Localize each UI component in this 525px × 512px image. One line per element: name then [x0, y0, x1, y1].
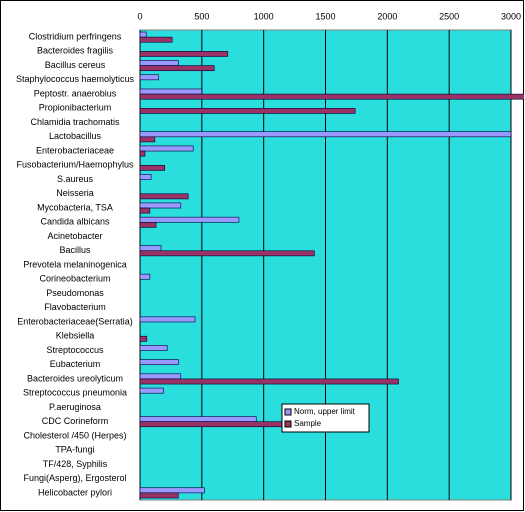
- bar: [139, 150, 146, 157]
- bar: [139, 74, 159, 81]
- bar: [139, 165, 166, 171]
- y-tick-label: Enterobacteriaceae: [36, 145, 114, 155]
- legend-box: [281, 403, 370, 433]
- legend-swatch: [284, 420, 292, 428]
- y-tick-label: TPA-fungi: [55, 445, 94, 455]
- x-tick-label: 2500: [439, 11, 459, 21]
- bar: [139, 88, 203, 95]
- bar: [139, 316, 196, 323]
- y-tick-label: Prevotela melaninogenica: [23, 259, 127, 269]
- y-tick-label: Peptostr. anaerobius: [34, 88, 117, 98]
- y-tick-label: Enterobacteriaceae(Serratia): [17, 316, 133, 326]
- y-tick-label: Helicobacter pylori: [38, 487, 112, 497]
- y-tick-label: Klebsiella: [56, 331, 95, 341]
- bar: [139, 345, 168, 351]
- bar: [139, 250, 315, 257]
- y-tick-label: Lactobacillus: [49, 131, 102, 141]
- y-tick-label: Staphylococcus haemolyticus: [16, 74, 135, 84]
- bar: [139, 487, 205, 494]
- y-tick-label: Bacteroides fragilis: [37, 46, 114, 56]
- bar: [139, 335, 148, 342]
- y-tick-label: Flavobacterium: [44, 302, 106, 312]
- y-tick-label: Eubacterium: [50, 359, 101, 369]
- bar: [139, 136, 156, 143]
- bar: [139, 51, 229, 57]
- x-tick-label: 3000: [501, 11, 521, 21]
- x-tick-label: 2000: [377, 11, 397, 21]
- y-tick-label: Pseudomonas: [46, 288, 104, 298]
- legend-label: Norm, upper limit: [294, 407, 356, 416]
- legend-label: Sample: [294, 419, 322, 428]
- y-tick-label: CDC Corineform: [42, 416, 109, 426]
- bar: [139, 273, 151, 280]
- bar: [139, 373, 182, 380]
- legend-swatch: [284, 408, 292, 416]
- bar: [139, 174, 152, 180]
- y-tick-label: Clostridium perfringens: [29, 31, 122, 41]
- bar: [139, 216, 240, 223]
- bar: [139, 421, 285, 428]
- bar: [139, 65, 215, 72]
- bar: [139, 60, 179, 66]
- bar: [139, 207, 151, 214]
- bar: [139, 221, 157, 228]
- bar: [139, 387, 164, 394]
- bar: [139, 492, 179, 499]
- x-tick-label: 1000: [254, 11, 274, 21]
- y-tick-label: P.aeruginosa: [49, 402, 101, 412]
- bar: [139, 416, 257, 422]
- y-tick-label: Bacillus cereus: [45, 60, 106, 70]
- bar: [139, 108, 356, 114]
- y-tick-label: Cholesterol /450 (Herpes): [23, 430, 126, 440]
- bar: [139, 131, 512, 138]
- y-tick-label: Corineobacterium: [39, 274, 110, 284]
- bar: [139, 36, 173, 43]
- y-tick-label: Bacteroides ureolyticum: [27, 373, 123, 383]
- y-tick-label: Acinetobacter: [47, 231, 102, 241]
- y-tick-label: S.aureus: [57, 174, 94, 184]
- x-tick-label: 500: [194, 11, 209, 21]
- y-tick-label: Fungi(Asperg), Ergosterol: [23, 473, 126, 483]
- y-tick-label: Bacillus: [59, 245, 91, 255]
- bar: [139, 202, 182, 209]
- y-tick-label: Mycobacteria, TSA: [37, 202, 113, 212]
- y-tick-label: Streptococcus pneumonia: [23, 388, 127, 398]
- y-tick-label: Neisseria: [56, 188, 94, 198]
- bar: [139, 145, 194, 152]
- bar: [139, 245, 162, 252]
- x-tick-label: 0: [137, 11, 142, 21]
- x-tick-label: 1500: [315, 11, 335, 21]
- y-tick-label: Chlamidia trachomatis: [30, 117, 120, 127]
- y-tick-label: Streptococcus: [46, 345, 104, 355]
- y-tick-label: Candida albicans: [40, 217, 110, 227]
- y-tick-label: Fusobacterium/Haemophylus: [16, 160, 134, 170]
- bar: [139, 93, 524, 100]
- bar: [139, 31, 147, 38]
- y-tick-label: Propionibacterium: [39, 103, 112, 113]
- bar: [139, 378, 399, 385]
- bar: [139, 193, 189, 200]
- y-tick-label: TF/428, Syphilis: [43, 459, 108, 469]
- bar: [139, 359, 179, 365]
